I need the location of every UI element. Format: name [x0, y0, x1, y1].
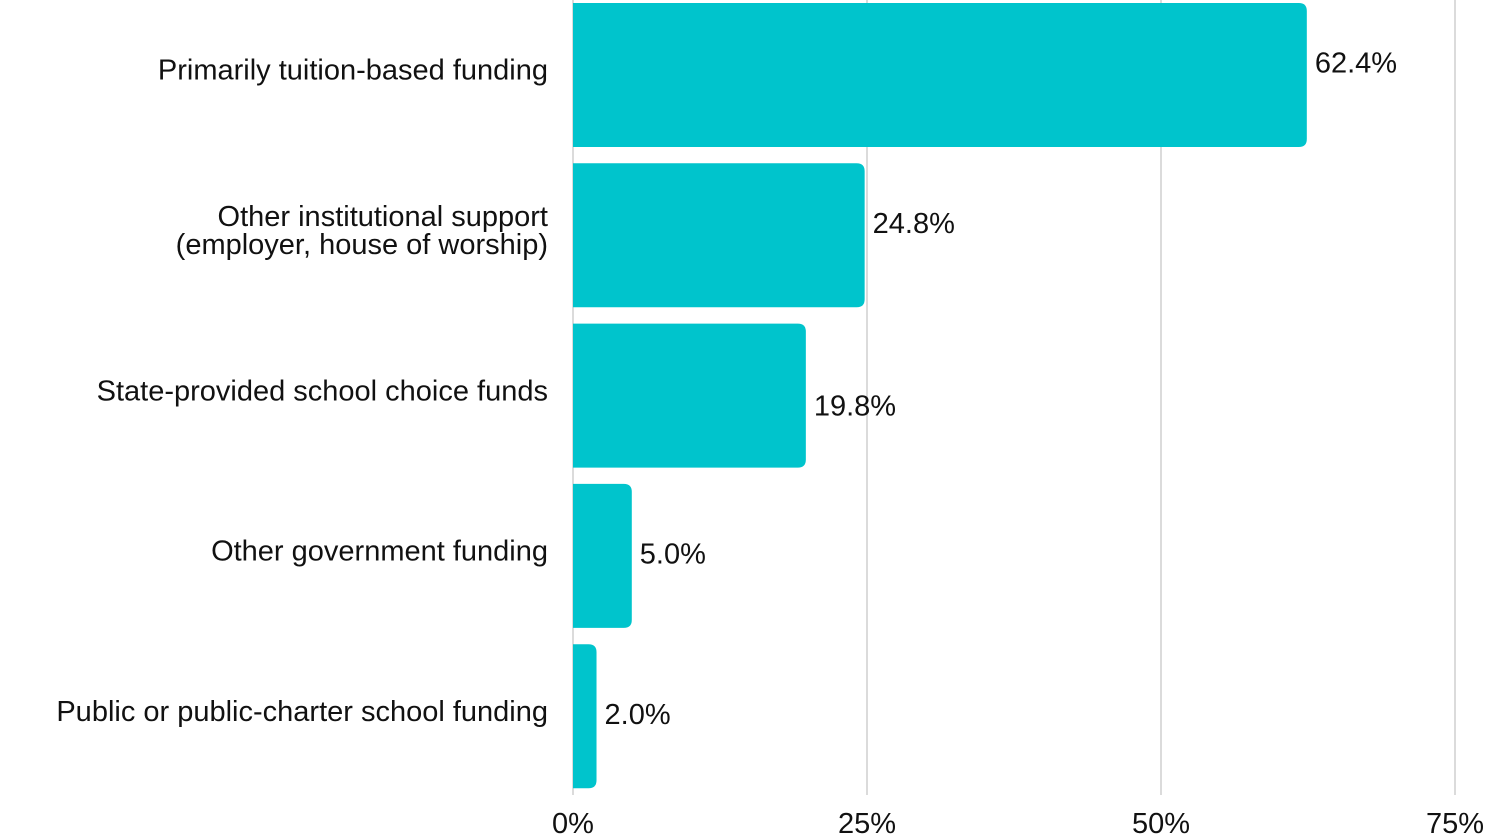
x-tick-label-3: 75% [1426, 808, 1484, 839]
bar-4 [573, 644, 597, 789]
value-label-3: 5.0% [640, 539, 706, 571]
category-label-3: Other government funding [211, 536, 548, 568]
bar-0 [573, 3, 1307, 147]
category-label-2: State-provided school choice funds [97, 375, 548, 407]
x-tick-label-1: 25% [838, 808, 896, 839]
x-axis-ticks: 0% 25% 50% 75% [552, 808, 1484, 839]
value-label-4: 2.0% [605, 699, 671, 731]
category-label-0: Primarily tuition-based funding [158, 55, 548, 87]
value-labels: 62.4% 24.8% 19.8% 5.0% 2.0% [605, 48, 1398, 731]
value-label-2: 19.8% [814, 390, 896, 422]
category-label-1-line-0: Other institutional support [218, 201, 548, 233]
category-label-1-line-1: (employer, house of worship) [176, 229, 548, 261]
bar-1 [573, 163, 865, 308]
x-tick-label-0: 0% [552, 808, 594, 839]
category-labels: Primarily tuition-based funding Other ins… [56, 55, 548, 728]
bar-2 [573, 323, 806, 468]
bars [573, 3, 1307, 789]
value-label-0: 62.4% [1315, 48, 1397, 80]
x-tick-label-2: 50% [1132, 808, 1190, 839]
value-label-1: 24.8% [873, 208, 955, 240]
bar-3 [573, 483, 632, 628]
category-label-4: Public or public-charter school funding [56, 696, 548, 728]
